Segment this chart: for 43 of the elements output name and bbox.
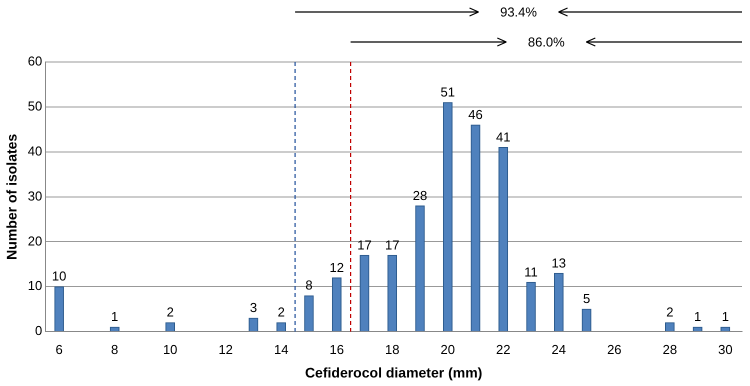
y-tick-label: 20 xyxy=(28,233,42,248)
data-label: 41 xyxy=(496,129,511,144)
x-tick-label: 16 xyxy=(329,342,344,357)
y-tick-label: 60 xyxy=(28,54,42,69)
data-label: 1 xyxy=(722,309,729,324)
x-tick-label: 10 xyxy=(162,342,178,357)
x-tick-label: 26 xyxy=(607,342,622,357)
x-tick-label: 22 xyxy=(496,342,511,357)
data-label: 10 xyxy=(52,268,66,284)
x-tick-label: 24 xyxy=(552,342,566,357)
x-tick-label: 14 xyxy=(274,342,288,357)
text: 93.4% xyxy=(494,4,543,20)
data-label: 8 xyxy=(305,278,313,293)
y-axis-title: Number of isolates xyxy=(3,134,20,260)
data-label: 17 xyxy=(357,237,372,252)
data-label: 3 xyxy=(250,300,258,316)
data-label: 13 xyxy=(552,255,566,270)
data-label: 46 xyxy=(468,106,483,122)
data-label: 1 xyxy=(111,309,118,324)
data-label: 12 xyxy=(329,260,344,275)
y-tick-label: 50 xyxy=(28,98,42,114)
data-label: 17 xyxy=(385,237,400,252)
y-tick-label: 10 xyxy=(28,278,42,294)
y-tick-label: 30 xyxy=(28,188,42,204)
x-tick-label: 8 xyxy=(111,342,118,357)
x-tick-label: 18 xyxy=(385,342,400,357)
x-tick-label: 6 xyxy=(56,342,63,357)
data-label: 28 xyxy=(412,188,428,203)
data-label: 2 xyxy=(166,304,174,320)
data-label: 11 xyxy=(524,264,538,280)
data-label: 51 xyxy=(440,84,455,100)
x-axis-title: Cefiderocol diameter (mm) xyxy=(304,364,482,380)
data-label: 5 xyxy=(582,291,590,306)
x-tick-label: 20 xyxy=(440,342,455,357)
y-tick-label: 0 xyxy=(35,323,42,338)
data-label: 2 xyxy=(278,304,285,320)
data-label: 2 xyxy=(666,304,674,320)
x-tick-label: 30 xyxy=(718,342,733,357)
x-tick-label: 28 xyxy=(662,342,678,357)
y-tick-label: 40 xyxy=(28,143,42,158)
x-tick-label: 12 xyxy=(218,342,233,357)
text: 86.0% xyxy=(522,34,571,50)
data-label: 1 xyxy=(694,309,702,324)
